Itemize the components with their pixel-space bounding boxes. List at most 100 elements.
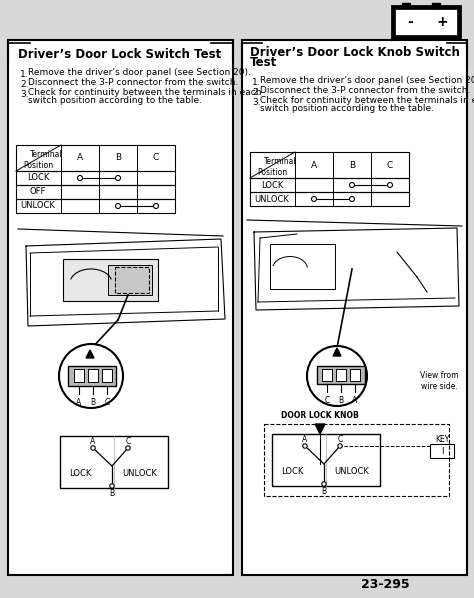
Bar — [68, 366, 116, 386]
Text: Remove the driver’s door panel (see Section 20).: Remove the driver’s door panel (see Sect… — [28, 68, 251, 77]
Text: B: B — [109, 489, 115, 498]
Bar — [250, 192, 409, 206]
Bar — [16, 199, 175, 213]
Text: Terminal: Terminal — [30, 150, 62, 159]
Circle shape — [303, 444, 307, 448]
Text: Disconnect the 3-P connector from the switch.: Disconnect the 3-P connector from the sw… — [28, 78, 238, 87]
Bar — [395, 9, 457, 35]
Text: Disconnect the 3-P connector from the switch.: Disconnect the 3-P connector from the sw… — [260, 86, 470, 95]
Bar — [336, 369, 346, 381]
Text: C: C — [104, 398, 109, 407]
Text: Check for continuity between the terminals in each: Check for continuity between the termina… — [28, 88, 262, 97]
Text: 2.: 2. — [20, 80, 28, 89]
Text: C: C — [324, 396, 329, 405]
Text: 3.: 3. — [252, 98, 261, 107]
Bar — [60, 436, 168, 488]
Text: UNLOCK: UNLOCK — [123, 468, 157, 477]
Bar — [402, 3, 410, 8]
Bar — [250, 152, 409, 178]
Bar — [270, 244, 335, 289]
Text: 1.: 1. — [20, 70, 28, 79]
Text: Driver’s Door Lock Knob Switch: Driver’s Door Lock Knob Switch — [250, 45, 460, 59]
Text: OFF: OFF — [30, 188, 46, 197]
Text: Driver’s Door Lock Switch Test: Driver’s Door Lock Switch Test — [18, 47, 222, 60]
Bar — [16, 185, 175, 199]
Bar — [432, 3, 440, 8]
Circle shape — [307, 346, 367, 406]
Bar — [242, 40, 467, 575]
Circle shape — [311, 197, 317, 202]
Bar — [108, 265, 152, 295]
Bar — [430, 444, 454, 458]
Circle shape — [116, 203, 120, 209]
Polygon shape — [315, 424, 325, 434]
Bar — [63, 259, 158, 301]
Circle shape — [91, 446, 95, 450]
Text: B: B — [115, 154, 121, 163]
Text: Position: Position — [257, 168, 287, 177]
Bar — [272, 434, 380, 486]
Text: LOCK: LOCK — [281, 466, 303, 475]
Circle shape — [110, 484, 114, 488]
Circle shape — [116, 175, 120, 181]
Text: 3.: 3. — [20, 90, 28, 99]
Polygon shape — [254, 228, 459, 310]
Text: UNLOCK: UNLOCK — [20, 202, 55, 210]
Text: B: B — [91, 398, 96, 407]
Circle shape — [338, 444, 342, 448]
Text: Test: Test — [250, 56, 277, 69]
Text: 1.: 1. — [252, 78, 261, 87]
Text: LOCK: LOCK — [261, 181, 283, 190]
Text: C: C — [126, 438, 131, 447]
Text: C: C — [153, 154, 159, 163]
Polygon shape — [333, 348, 341, 356]
Text: DOOR LOCK KNOB: DOOR LOCK KNOB — [281, 411, 359, 420]
Bar — [74, 369, 84, 382]
Polygon shape — [26, 239, 225, 326]
Text: A: A — [352, 396, 357, 405]
Bar — [350, 369, 360, 381]
Text: B: B — [349, 160, 355, 169]
Text: Remove the driver’s door panel (see Section 20).: Remove the driver’s door panel (see Sect… — [260, 76, 474, 85]
Circle shape — [349, 182, 355, 188]
Text: UNLOCK: UNLOCK — [335, 466, 369, 475]
Text: 23-295: 23-295 — [361, 578, 410, 591]
Text: B: B — [321, 487, 327, 496]
Text: A: A — [76, 398, 82, 407]
Bar — [16, 171, 175, 185]
Text: C: C — [337, 435, 343, 444]
Bar — [250, 178, 409, 192]
Bar — [88, 369, 98, 382]
Text: -: - — [407, 15, 413, 29]
Text: switch position according to the table.: switch position according to the table. — [28, 96, 202, 105]
Bar — [16, 145, 175, 171]
Circle shape — [78, 175, 82, 181]
Text: Terminal: Terminal — [264, 157, 296, 166]
Circle shape — [388, 182, 392, 188]
Text: LOCK: LOCK — [69, 468, 91, 477]
Circle shape — [349, 197, 355, 202]
Bar — [317, 366, 365, 384]
Bar — [264, 424, 449, 496]
Text: A: A — [302, 435, 308, 444]
Circle shape — [59, 344, 123, 408]
Circle shape — [126, 446, 130, 450]
Text: KEY: KEY — [435, 435, 449, 444]
Text: A: A — [91, 438, 96, 447]
Text: B: B — [338, 396, 344, 405]
Text: UNLOCK: UNLOCK — [255, 194, 290, 203]
Circle shape — [154, 203, 158, 209]
Text: switch position according to the table.: switch position according to the table. — [260, 104, 434, 113]
Text: View from
wire side.: View from wire side. — [420, 371, 458, 390]
Bar — [102, 369, 112, 382]
Polygon shape — [86, 350, 94, 358]
Text: I: I — [441, 447, 443, 456]
Bar — [115, 267, 149, 293]
Text: A: A — [311, 160, 317, 169]
Text: Check for continuity between the terminals in each: Check for continuity between the termina… — [260, 96, 474, 105]
Bar — [322, 369, 332, 381]
Text: C: C — [387, 160, 393, 169]
Bar — [8, 40, 233, 575]
Text: 2.: 2. — [252, 88, 261, 97]
Text: +: + — [436, 15, 448, 29]
